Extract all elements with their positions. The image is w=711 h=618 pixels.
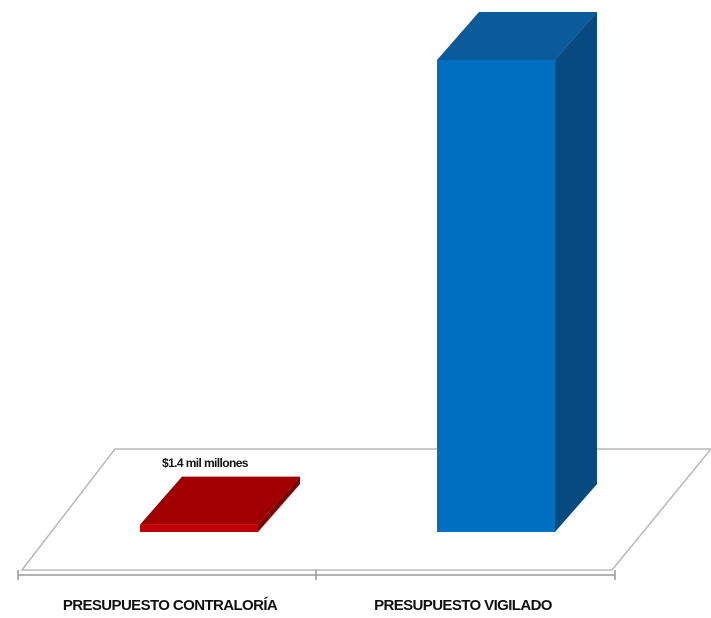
data-label-1: $1.4 mil millones [162, 456, 249, 470]
bar-front-face [140, 524, 258, 532]
bar-top-face [437, 12, 597, 60]
bar-2 [437, 12, 597, 532]
bar-1 [140, 476, 300, 532]
bar-side-face [555, 12, 597, 532]
bar-side-face [258, 476, 300, 532]
chart-floor [20, 448, 711, 571]
bar-front-face [437, 60, 555, 532]
category-label-2: PRESUPUESTO VIGILADO [374, 597, 553, 614]
bars-layer [140, 12, 597, 532]
labels-layer: $1.4 mil millones PRESUPUESTO CONTRALORÍA… [63, 456, 554, 614]
bar-top-face [140, 476, 300, 525]
category-label-1: PRESUPUESTO CONTRALORÍA [63, 597, 278, 614]
